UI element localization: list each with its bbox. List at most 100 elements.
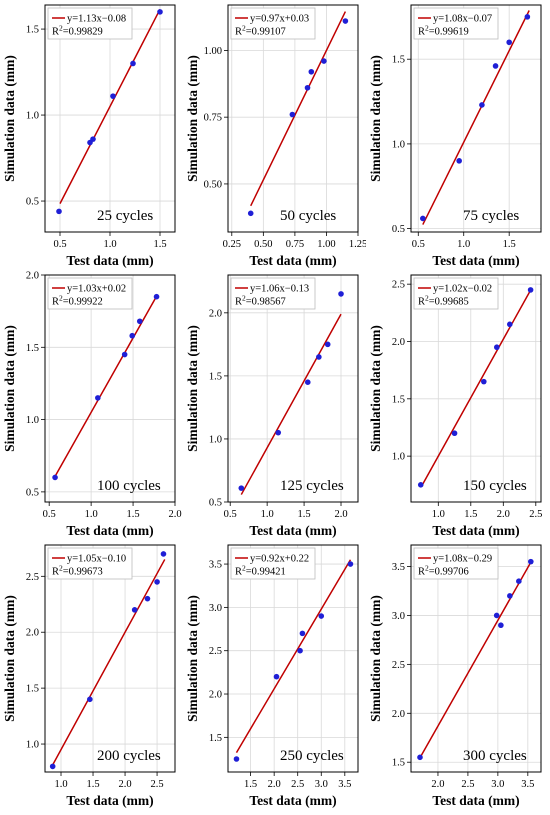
r-squared-value: =0.99829 [63,27,103,38]
y-tick-label: 0.5 [26,487,39,498]
r-squared-value: =0.99706 [429,567,469,578]
data-point [494,344,500,351]
legend-box [230,7,316,40]
legend-equation: y=1.02x−0.02 [433,284,492,295]
y-tick-label: 3.5 [392,562,405,573]
legend-r-squared: R2=0.98567 [235,294,286,308]
x-axis-label: Test data (mm) [432,253,519,268]
data-point [56,208,62,215]
x-tick-label: 1.5 [244,779,257,790]
data-point [131,607,138,613]
y-axis-label: Simulation data (mm) [368,55,383,182]
r-squared-superscript: 2 [242,24,246,33]
fit-line [240,313,342,495]
legend-r-squared: R2=0.99922 [52,294,103,308]
data-point [338,291,344,297]
r-squared-value: =0.98567 [246,297,286,308]
cycles-caption: 50 cycles [280,208,336,224]
x-tick-label: 1.25 [349,239,366,250]
data-point [498,622,504,629]
x-tick-label: 1.0 [457,239,470,250]
data-point [347,561,354,567]
data-point [481,378,487,385]
y-tick-label: 2.5 [209,646,222,657]
x-tick-label: 1.5 [127,509,140,520]
x-tick-label: 2.5 [461,779,474,790]
data-point [110,93,116,99]
x-axis-label: Test data (mm) [66,253,153,268]
legend-box [413,7,499,40]
y-axis-label: Simulation data (mm) [2,595,17,722]
x-tick-label: 2.5 [291,779,304,790]
x-tick-label: 2.5 [529,509,542,520]
legend-box [413,547,499,580]
r-squared-prefix: R [235,297,242,308]
data-point [524,14,531,20]
r-squared-value: =0.99619 [429,27,469,38]
x-tick-label: 1.0 [54,779,67,790]
r-squared-prefix: R [235,567,242,578]
y-tick-label: 2.0 [26,271,39,282]
y-tick-label: 2.0 [209,690,222,701]
data-point [417,482,424,488]
data-point [136,318,143,325]
r-squared-value: =0.99922 [63,297,103,308]
y-tick-label: 1.0 [392,452,405,463]
y-tick-label: 2.0 [392,709,405,720]
y-tick-label: 1.5 [392,758,405,769]
data-point [52,474,58,481]
x-tick-label: 1.5 [464,509,477,520]
r-squared-superscript: 2 [59,294,63,303]
x-tick-label: 0.75 [286,239,304,250]
data-point [297,647,303,654]
data-point [247,210,254,217]
x-axis-label: Test data (mm) [249,523,336,538]
legend-box [47,7,133,40]
x-tick-label: 0.5 [224,509,237,520]
plot-frame [227,544,359,773]
y-axis-label: Simulation data (mm) [368,595,383,722]
scatter-chart-3: 0.5 1.0 1.5 0.5 1.0 1.5 Test data (mm) Simulati… [368,4,542,268]
y-tick-label: 1.0 [392,139,405,150]
fit-line [59,8,161,204]
legend-box [230,277,316,310]
legend-equation: y=1.06x−0.13 [250,284,309,295]
y-axis-label: Simulation data (mm) [185,595,200,722]
x-axis-label: Test data (mm) [432,523,519,538]
data-point [479,102,485,108]
cycles-caption: 150 cycles [463,478,527,494]
r-squared-superscript: 2 [425,24,429,33]
data-point [154,579,160,585]
y-tick-label: 3.5 [209,560,222,571]
plot-frame [44,274,176,503]
legend-box [47,277,133,310]
x-axis-label: Test data (mm) [249,253,336,268]
r-squared-superscript: 2 [425,564,429,573]
y-tick-label: 1.5 [26,343,39,354]
x-axis-label: Test data (mm) [432,793,519,808]
data-point [342,18,349,24]
legend-r-squared: R2=0.99619 [418,24,469,38]
x-tick-label: 0.5 [53,239,66,250]
plot-frame [44,544,176,773]
data-point [528,558,534,565]
data-point [49,763,56,770]
data-point [316,354,322,360]
data-point [506,39,512,46]
y-axis-label: Simulation data (mm) [185,55,200,182]
scatter-chart-2: 0.25 0.50 0.75 1.00 1.25 0.50 0.75 1.00 Test dat… [185,4,366,268]
r-squared-prefix: R [52,567,59,578]
data-point [160,551,167,557]
x-tick-label: 0.25 [223,239,241,250]
r-squared-value: =0.99107 [246,27,286,38]
data-point [304,84,311,91]
legend-equation: y=1.03x+0.02 [67,284,126,295]
